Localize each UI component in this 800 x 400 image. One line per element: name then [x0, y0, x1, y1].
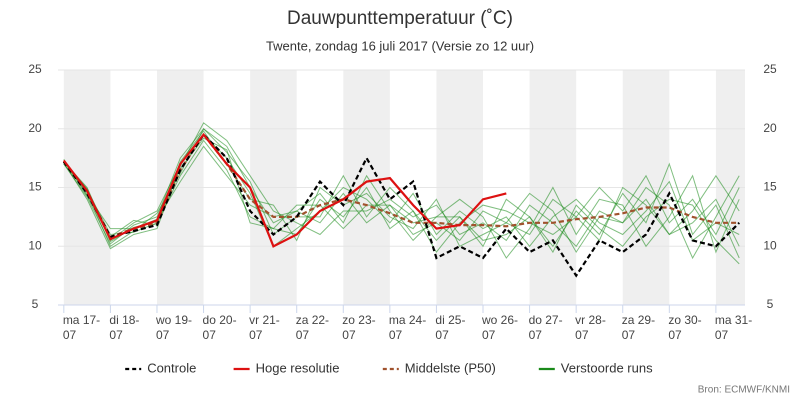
x-tick-label: zo 30-07: [668, 313, 702, 342]
legend-label: Verstoorde runs: [561, 360, 653, 375]
source: Bron: ECMWF/KNMI: [698, 385, 790, 396]
series-line: [62, 132, 507, 248]
x-tick-label: za 22-07: [295, 313, 330, 342]
legend-label: Middelste (P50): [405, 360, 496, 375]
x-tick-label: ma 24-07: [388, 313, 427, 342]
x-tick-label: wo 26-07: [482, 313, 519, 342]
x-tick-label: zo 23-07: [342, 313, 376, 342]
y2-tick-label: 25: [763, 62, 777, 76]
y2-tick-label: 10: [763, 238, 777, 252]
x-tick-label: di 25-07: [435, 313, 466, 342]
y-tick-label: 15: [28, 180, 42, 194]
y2-tick-label: 5: [767, 297, 774, 311]
series-line: [63, 139, 740, 259]
series-line: [62, 132, 740, 278]
x-tick-label: vr 28-07: [575, 313, 606, 342]
x-tick-label: ma 31-07: [714, 313, 753, 342]
x-tick-label: za 29-07: [621, 313, 656, 342]
y2-tick-label: 20: [763, 121, 777, 135]
y-tick-label: 20: [28, 121, 42, 135]
chart-title: Dauwpunttemperatuur (˚C): [287, 8, 513, 29]
x-tick-label: vr 21-07: [249, 313, 280, 342]
y-tick-label: 10: [28, 238, 42, 252]
chart-subtitle: Twente, zondag 16 juli 2017 (Versie zo 1…: [266, 38, 534, 53]
legend-label: Controle: [147, 360, 196, 375]
y-tick-label: 5: [32, 297, 39, 311]
legend-label: Hoge resolutie: [256, 360, 340, 375]
x-tick-label: di 18-07: [109, 313, 140, 342]
x-tick-label: ma 17-07: [62, 313, 101, 342]
y-tick-label: 25: [28, 62, 42, 76]
x-tick-label: do 27-07: [528, 313, 563, 342]
y2-tick-label: 15: [763, 180, 777, 194]
x-tick-label: do 20-07: [202, 313, 237, 342]
x-tick-label: wo 19-07: [155, 313, 192, 342]
